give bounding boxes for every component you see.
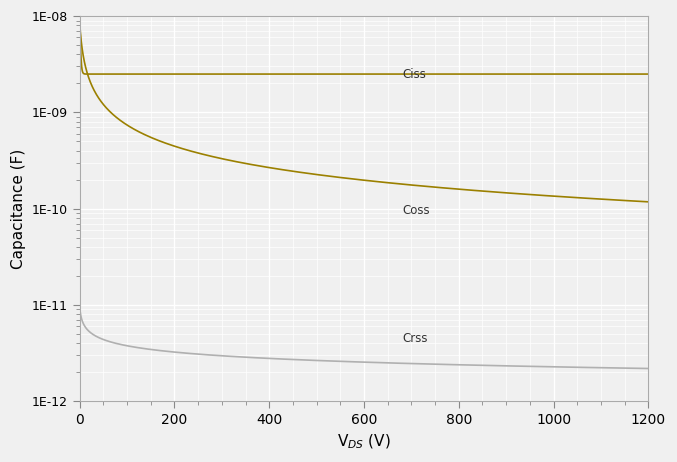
Text: Coss: Coss	[402, 204, 429, 217]
Text: Ciss: Ciss	[402, 67, 426, 80]
Text: Crss: Crss	[402, 332, 427, 345]
X-axis label: V$_{DS}$ (V): V$_{DS}$ (V)	[337, 432, 391, 451]
Y-axis label: Capacitance (F): Capacitance (F)	[11, 148, 26, 269]
